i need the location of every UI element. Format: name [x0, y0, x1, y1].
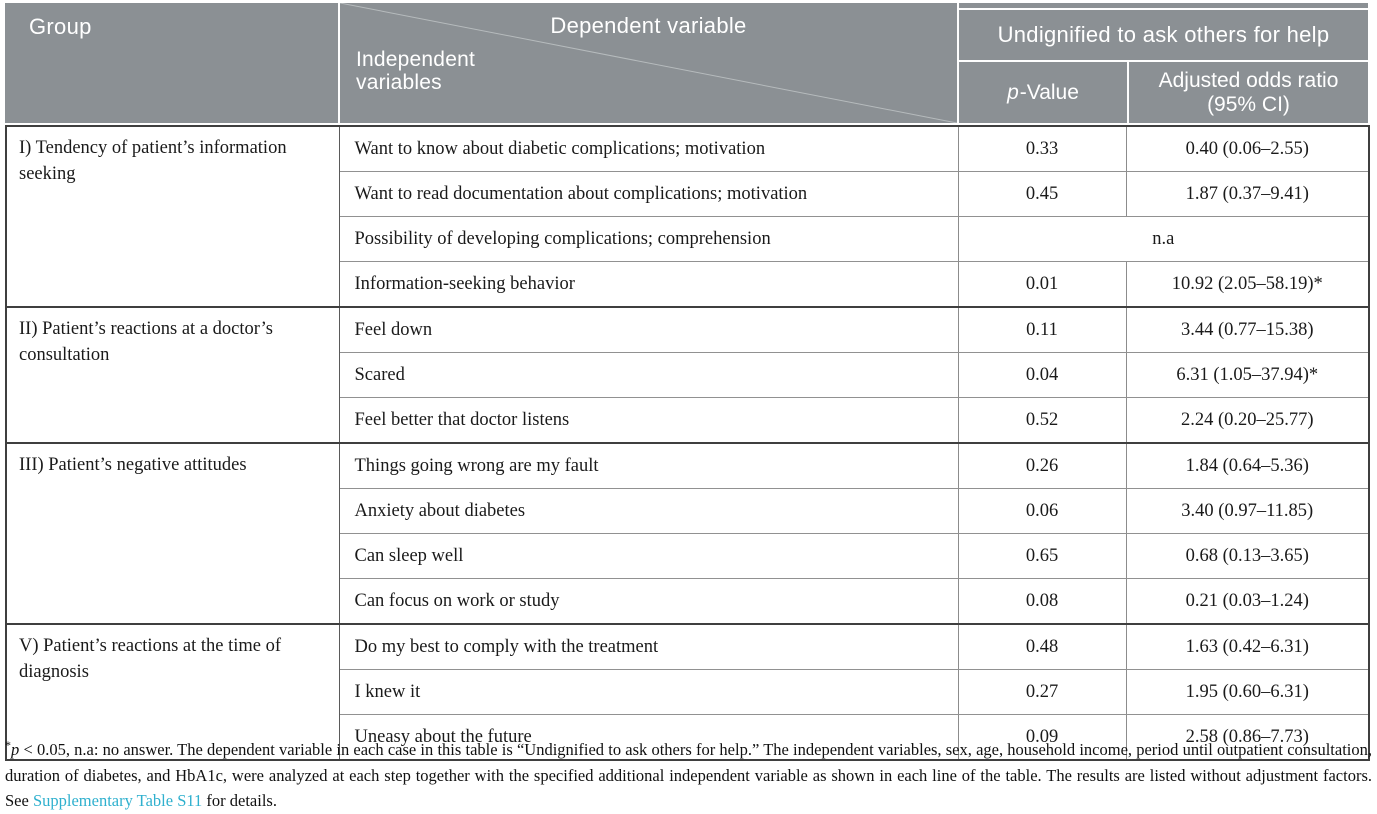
footnote-tail-text: for details.	[202, 791, 277, 810]
table-row: I knew it 0.27 1.95 (0.60–6.31)	[6, 669, 1369, 715]
independent-variable-cell: Uneasy about the future	[339, 714, 959, 761]
independent-variable-cell: Want to read documentation about complic…	[339, 171, 959, 217]
table-row: III) Patient’s negative attitudes Things …	[6, 443, 1369, 625]
p-value-cell: 0.26	[958, 443, 1127, 489]
table-row: Anxiety about diabetes 0.06 3.40 (0.97–11.…	[6, 488, 1369, 534]
supplementary-table-link[interactable]: Supplementary Table S11	[32, 791, 203, 810]
table-row: Possibility of developing complications;…	[6, 216, 1369, 262]
spanner-header-section: Undignified to ask others for help p -Val…	[957, 3, 1368, 123]
odds-ratio-cell: 0.40 (0.06–2.55)	[1126, 126, 1369, 172]
table-row: Can sleep well 0.65 0.68 (0.13–3.65)	[6, 533, 1369, 579]
merged-na-cell: n.a	[958, 216, 1369, 262]
p-value-cell: 0.48	[958, 624, 1127, 670]
odds-ratio-cell: 10.92 (2.05–58.19)*	[1126, 261, 1369, 308]
p-value-cell: 0.08	[958, 578, 1127, 625]
table-row: Want to read documentation about complic…	[6, 171, 1369, 217]
column-header-group: Group	[29, 14, 92, 39]
odds-ratio-cell: 2.58 (0.86–7.73)	[1126, 714, 1369, 761]
p-value-cell: 0.45	[958, 171, 1127, 217]
independent-variable-cell: Feel better that doctor listens	[339, 397, 959, 444]
column-header-independent-variables: Independent variables	[356, 48, 475, 94]
odds-ratio-cell: 1.95 (0.60–6.31)	[1126, 669, 1369, 715]
independent-variable-cell: Possibility of developing complications;…	[339, 216, 959, 262]
table-row: Information-seeking behavior 0.01 10.92 (2…	[6, 261, 1369, 308]
sub-header-row: p -Value Adjusted odds ratio (95% CI)	[959, 62, 1368, 123]
independent-variable-cell: Things going wrong are my fault	[339, 443, 959, 489]
table-row: Scared 0.04 6.31 (1.05–37.94)*	[6, 352, 1369, 398]
p-value-cell: 0.11	[958, 307, 1127, 353]
footnote-body-text: < 0.05, n.a: no answer. The dependent va…	[5, 740, 1372, 810]
header-body-gap	[5, 123, 1368, 125]
table-footnote: *p < 0.05, n.a: no answer. The dependent…	[5, 733, 1372, 814]
table-row: I) Tendency of patient’s information see…	[6, 126, 1369, 308]
table-header: Group Dependent variable Independent var…	[5, 3, 1368, 123]
group-label-cell: III) Patient’s negative attitudes	[6, 443, 340, 625]
table-row: II) Patient’s reactions at a doctor’s co…	[6, 307, 1369, 444]
independent-variable-cell: Can sleep well	[339, 533, 959, 579]
diagonal-divider-line	[340, 3, 957, 123]
column-header-p-value: p -Value	[1007, 80, 1079, 104]
odds-ratio-cell: 0.21 (0.03–1.24)	[1126, 578, 1369, 625]
group-label-cell: V) Patient’s reactions at the time of di…	[6, 624, 340, 760]
table-row: Can focus on work or study 0.08 0.21 (0.03…	[6, 578, 1369, 625]
independent-variable-cell: Information-seeking behavior	[339, 261, 959, 308]
diagonal-header-cell: Dependent variable Independent variables	[338, 3, 957, 123]
independent-variable-cell: Feel down	[339, 307, 959, 353]
independent-variable-cell: I knew it	[339, 669, 959, 715]
independent-variable-cell: Can focus on work or study	[339, 578, 959, 625]
footnote-p-italic: p	[11, 740, 20, 759]
p-value-cell: 0.52	[958, 397, 1127, 444]
independent-variable-cell: Do my best to comply with the treatment	[339, 624, 959, 670]
p-value-cell: 0.01	[958, 261, 1127, 308]
odds-ratio-cell: 1.63 (0.42–6.31)	[1126, 624, 1369, 670]
independent-variable-cell: Scared	[339, 352, 959, 398]
group-label-cell: II) Patient’s reactions at a doctor’s co…	[6, 307, 340, 444]
p-value-cell: 0.27	[958, 669, 1127, 715]
table-row: Uneasy about the future 0.09 2.58 (0.86–7.…	[6, 714, 1369, 761]
results-table: Group Dependent variable Independent var…	[5, 3, 1370, 761]
p-value-cell: 0.33	[958, 126, 1127, 172]
table-body: I) Tendency of patient’s information see…	[5, 125, 1370, 761]
odds-ratio-cell: 0.68 (0.13–3.65)	[1126, 533, 1369, 579]
odds-ratio-cell: 2.24 (0.20–25.77)	[1126, 397, 1369, 444]
footnote-asterisk: *	[5, 738, 11, 752]
table-row: Feel better that doctor listens 0.52 2.24 …	[6, 397, 1369, 444]
column-spanner-undignified: Undignified to ask others for help	[959, 10, 1368, 62]
p-value-cell: 0.65	[958, 533, 1127, 579]
odds-ratio-cell: 3.44 (0.77–15.38)	[1126, 307, 1369, 353]
odds-ratio-cell: 1.87 (0.37–9.41)	[1126, 171, 1369, 217]
p-value-cell: 0.09	[958, 714, 1127, 761]
p-value-cell: 0.06	[958, 488, 1127, 534]
independent-variable-cell: Want to know about diabetic complication…	[339, 126, 959, 172]
table-row: V) Patient’s reactions at the time of di…	[6, 624, 1369, 760]
column-header-adjusted-odds-ratio: Adjusted odds ratio (95% CI)	[1127, 62, 1368, 123]
group-label-cell: I) Tendency of patient’s information see…	[6, 126, 340, 308]
header-top-strip	[959, 3, 1368, 10]
odds-ratio-cell: 6.31 (1.05–37.94)*	[1126, 352, 1369, 398]
independent-variable-cell: Anxiety about diabetes	[339, 488, 959, 534]
p-value-cell: 0.04	[958, 352, 1127, 398]
odds-ratio-cell: 1.84 (0.64–5.36)	[1126, 443, 1369, 489]
odds-ratio-cell: 3.40 (0.97–11.85)	[1126, 488, 1369, 534]
column-header-dependent-variable: Dependent variable	[550, 13, 747, 38]
